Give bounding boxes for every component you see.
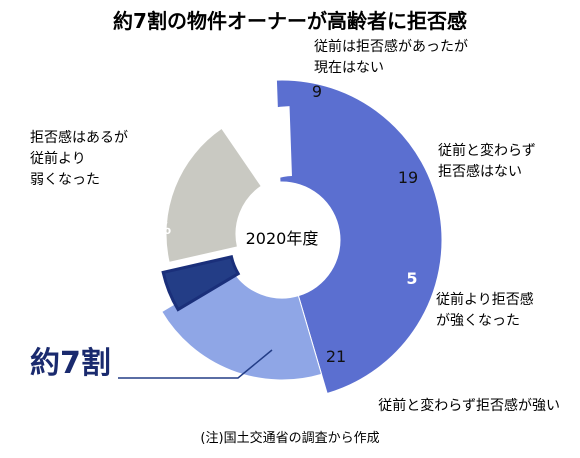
slice-5 <box>221 106 292 187</box>
category-label-1: 拒否感はあるが従前より弱くなった <box>30 129 128 188</box>
value-label-4: 19 <box>398 168 418 187</box>
slice-1 <box>275 79 443 395</box>
category-label-3: 従前より拒否感が強くなった <box>436 291 534 329</box>
slice-4 <box>165 127 262 263</box>
callout-line <box>118 349 273 379</box>
slice-2 <box>161 269 323 381</box>
center-label: 2020年度 <box>246 229 319 248</box>
value-label-2: 21 <box>326 347 346 366</box>
category-label-2: 従前と変わらず拒否感が強い <box>378 397 560 414</box>
value-label-3: 5 <box>406 269 417 288</box>
callout-label: 約7割 <box>30 346 111 381</box>
slice-3 <box>161 255 241 312</box>
category-label-5: 従前は拒否感があったが現在はない <box>314 38 468 76</box>
value-label-1: 46% <box>133 219 171 238</box>
source-note: (注)国土交通省の調査から作成 <box>200 430 379 446</box>
labels-group: 46% 拒否感はあるが従前より弱くなった 21 従前と変わらず拒否感が強い 5 従前より拒… <box>30 38 560 414</box>
category-label-4: 従前と変わらず拒否感はない <box>438 142 536 180</box>
value-label-5: 9 <box>312 82 322 101</box>
chart-title: 約7割の物件オーナーが高齢者に拒否感 <box>113 9 467 33</box>
slices-group <box>161 79 443 395</box>
